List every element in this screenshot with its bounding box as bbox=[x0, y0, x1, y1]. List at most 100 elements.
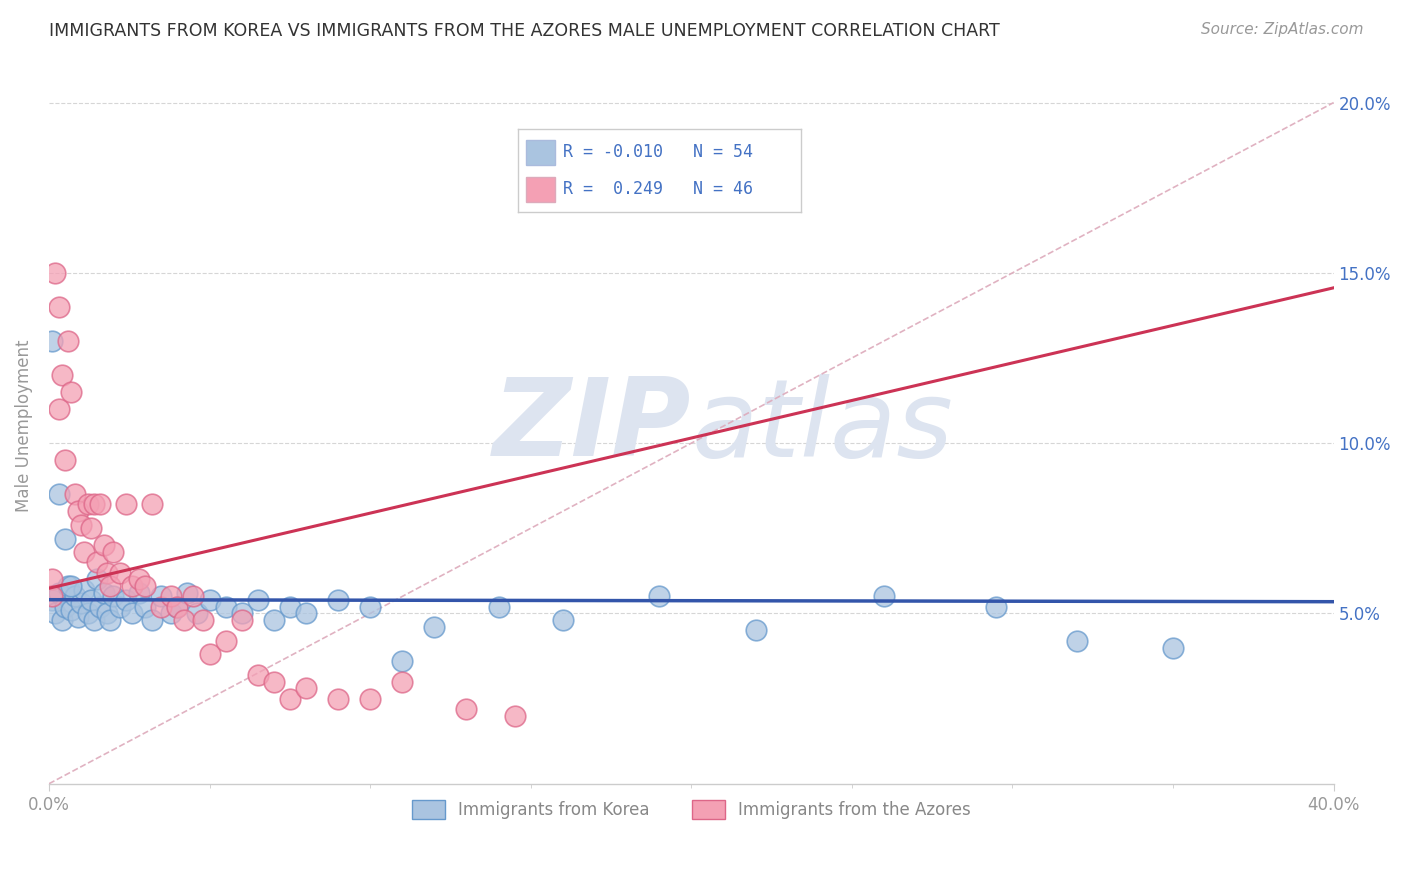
Point bbox=[173, 613, 195, 627]
Point bbox=[63, 590, 86, 604]
Point bbox=[108, 599, 131, 614]
Point bbox=[58, 579, 80, 593]
Point bbox=[503, 708, 526, 723]
Point bbox=[51, 613, 73, 627]
Point bbox=[53, 599, 76, 614]
Point bbox=[134, 599, 156, 614]
Point bbox=[86, 573, 108, 587]
Point bbox=[134, 579, 156, 593]
Point bbox=[551, 613, 574, 627]
Point bbox=[246, 667, 269, 681]
Point bbox=[73, 545, 96, 559]
Point bbox=[83, 498, 105, 512]
Point bbox=[160, 590, 183, 604]
Point bbox=[60, 603, 83, 617]
Point bbox=[1161, 640, 1184, 655]
Point bbox=[60, 579, 83, 593]
Point bbox=[150, 599, 173, 614]
Point bbox=[744, 624, 766, 638]
Text: Source: ZipAtlas.com: Source: ZipAtlas.com bbox=[1201, 22, 1364, 37]
Point bbox=[198, 592, 221, 607]
Point bbox=[141, 498, 163, 512]
Point bbox=[76, 498, 98, 512]
Point bbox=[359, 599, 381, 614]
Point bbox=[41, 592, 63, 607]
Point bbox=[44, 266, 66, 280]
Point bbox=[326, 592, 349, 607]
Point bbox=[246, 592, 269, 607]
Point bbox=[423, 620, 446, 634]
Point bbox=[96, 607, 118, 621]
Point bbox=[96, 566, 118, 580]
Point bbox=[108, 566, 131, 580]
Point bbox=[166, 599, 188, 614]
Point bbox=[160, 607, 183, 621]
Point bbox=[278, 599, 301, 614]
Point bbox=[263, 613, 285, 627]
Point bbox=[278, 691, 301, 706]
Point bbox=[89, 498, 111, 512]
Point bbox=[44, 607, 66, 621]
Point bbox=[359, 691, 381, 706]
Point bbox=[295, 681, 318, 696]
Point bbox=[121, 579, 143, 593]
Point bbox=[214, 599, 236, 614]
Point bbox=[41, 590, 63, 604]
Point bbox=[66, 610, 89, 624]
Point bbox=[103, 590, 125, 604]
Point bbox=[456, 702, 478, 716]
Point bbox=[80, 592, 103, 607]
Point bbox=[93, 586, 115, 600]
Point bbox=[48, 586, 70, 600]
Point bbox=[48, 487, 70, 501]
Point bbox=[121, 607, 143, 621]
Point bbox=[70, 517, 93, 532]
Point bbox=[98, 579, 121, 593]
Point bbox=[326, 691, 349, 706]
Point bbox=[166, 599, 188, 614]
Point bbox=[48, 300, 70, 314]
Point bbox=[986, 599, 1008, 614]
Point bbox=[63, 487, 86, 501]
Point bbox=[295, 607, 318, 621]
Point bbox=[191, 613, 214, 627]
Point bbox=[115, 592, 138, 607]
Point bbox=[76, 607, 98, 621]
Point bbox=[263, 674, 285, 689]
Point bbox=[60, 385, 83, 400]
Point bbox=[488, 599, 510, 614]
Legend: Immigrants from Korea, Immigrants from the Azores: Immigrants from Korea, Immigrants from t… bbox=[405, 793, 977, 825]
Y-axis label: Male Unemployment: Male Unemployment bbox=[15, 340, 32, 512]
Point bbox=[198, 648, 221, 662]
Point bbox=[41, 573, 63, 587]
Point bbox=[128, 586, 150, 600]
Point bbox=[231, 607, 253, 621]
Point bbox=[128, 573, 150, 587]
Point bbox=[150, 590, 173, 604]
Point bbox=[391, 654, 413, 668]
Point bbox=[51, 368, 73, 382]
Point bbox=[176, 586, 198, 600]
Point bbox=[873, 590, 896, 604]
Point bbox=[648, 590, 671, 604]
Point bbox=[141, 613, 163, 627]
Point bbox=[231, 613, 253, 627]
Point bbox=[48, 402, 70, 417]
Point bbox=[53, 453, 76, 467]
Point bbox=[214, 633, 236, 648]
Point bbox=[89, 599, 111, 614]
Point bbox=[86, 555, 108, 569]
Point bbox=[66, 504, 89, 518]
Point bbox=[58, 334, 80, 348]
Point bbox=[98, 613, 121, 627]
Point bbox=[183, 590, 205, 604]
Point bbox=[70, 596, 93, 610]
Point bbox=[115, 498, 138, 512]
Point bbox=[53, 532, 76, 546]
Point bbox=[41, 334, 63, 348]
Text: ZIP: ZIP bbox=[494, 373, 692, 479]
Point bbox=[1066, 633, 1088, 648]
Point bbox=[186, 607, 208, 621]
Text: IMMIGRANTS FROM KOREA VS IMMIGRANTS FROM THE AZORES MALE UNEMPLOYMENT CORRELATIO: IMMIGRANTS FROM KOREA VS IMMIGRANTS FROM… bbox=[49, 22, 1000, 40]
Point bbox=[103, 545, 125, 559]
